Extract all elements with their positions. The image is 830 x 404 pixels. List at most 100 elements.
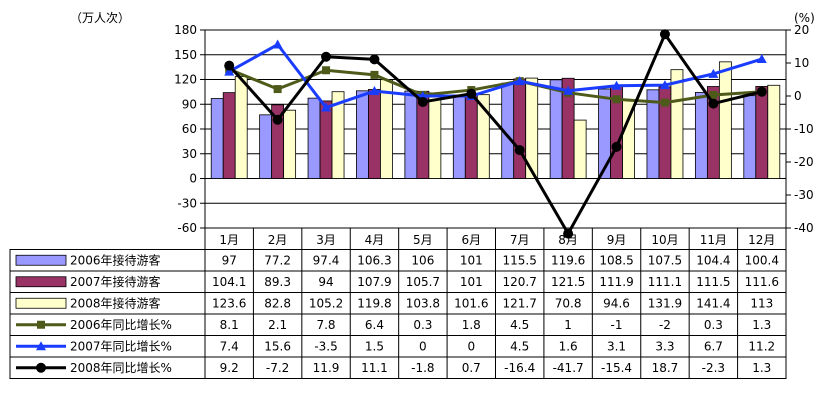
table-cell: 1.3 — [752, 318, 771, 332]
table-cell: 6.7 — [704, 339, 723, 353]
table-cell: 77.2 — [264, 253, 291, 267]
table-cell: 3.3 — [655, 339, 674, 353]
month-label: 5月 — [413, 233, 433, 247]
point-marker — [563, 85, 574, 95]
left-tick-label: 60 — [182, 122, 197, 136]
month-label: 9月 — [607, 233, 627, 247]
bar — [549, 79, 563, 179]
bar — [755, 86, 769, 179]
point-marker — [369, 86, 380, 96]
left-tick-label: -30 — [177, 196, 197, 210]
series-line — [228, 67, 762, 105]
right-tick-label: -20 — [794, 155, 814, 169]
table-cell: 119.6 — [551, 253, 585, 267]
table-cell: 15.6 — [264, 339, 291, 353]
table-cell: 101.6 — [454, 296, 488, 310]
point-marker — [273, 85, 282, 94]
table-cell: 101 — [460, 253, 483, 267]
point-marker — [466, 88, 477, 99]
point-marker — [756, 86, 767, 97]
right-tick-label: 0 — [794, 89, 802, 103]
table-cell: 141.4 — [696, 296, 730, 310]
table-cell: 4.5 — [510, 339, 529, 353]
table-cell: 7.4 — [220, 339, 239, 353]
point-marker — [370, 70, 379, 79]
left-tick-label: 0 — [189, 172, 197, 186]
table-cell: 107.5 — [648, 253, 682, 267]
table-cell: 94 — [318, 275, 333, 289]
series-name: 2006年同比增长% — [70, 318, 172, 332]
point-marker — [321, 51, 332, 62]
bar — [356, 90, 369, 179]
table-cell: 94.6 — [603, 296, 630, 310]
point-marker — [709, 91, 718, 100]
table-cell: 115.5 — [503, 253, 537, 267]
table-cell: 4.5 — [510, 318, 529, 332]
table-cell: -15.4 — [601, 361, 632, 375]
bar — [259, 114, 273, 179]
table-cell: 1 — [564, 318, 572, 332]
bar — [718, 61, 732, 179]
point-marker — [563, 228, 574, 239]
legend-swatch — [15, 254, 67, 266]
table-cell: 11.9 — [313, 361, 340, 375]
legend-marker — [37, 320, 45, 329]
legend-marker — [36, 362, 46, 373]
point-marker — [514, 145, 525, 156]
bar — [525, 77, 539, 179]
table-cell: 0 — [419, 339, 427, 353]
table-cell: 104.1 — [212, 275, 246, 289]
month-label: 10月 — [651, 233, 678, 247]
series-name: 2007年接待游客 — [70, 274, 161, 289]
left-tick-label: 150 — [174, 48, 197, 62]
right-tick-label: 20 — [794, 23, 809, 37]
point-marker — [708, 98, 719, 109]
table-cell: 0 — [467, 339, 475, 353]
point-marker — [272, 114, 283, 125]
table-cell: 111.5 — [696, 275, 730, 289]
table-cell: 6.4 — [365, 318, 384, 332]
point-marker — [417, 96, 428, 107]
bar — [743, 95, 757, 179]
table-cell: 89.3 — [264, 275, 291, 289]
left-axis-unit: （万人次） — [70, 11, 130, 25]
right-tick-label: -40 — [794, 221, 814, 235]
month-label: 1月 — [219, 233, 239, 247]
bar — [573, 119, 587, 179]
table-cell: 7.8 — [316, 318, 335, 332]
bar-series-group — [210, 61, 781, 179]
bar — [380, 79, 393, 179]
table-cell: 103.8 — [406, 296, 440, 310]
bar — [222, 92, 236, 179]
table-cell: 3.1 — [607, 339, 626, 353]
table-cell: 131.9 — [648, 296, 682, 310]
series-name: 2008年接待游客 — [70, 295, 161, 310]
line-series-group — [224, 29, 767, 239]
table-cell: 70.8 — [555, 296, 582, 310]
left-tick-label: 180 — [174, 23, 197, 37]
table-cell: -7.2 — [266, 361, 289, 375]
data-table: 1月 2月 3月 4月 5月 6月 7月 8月 9月 10月 11月 12月 2006年接待游客 97 77… — [9, 228, 787, 379]
point-marker — [224, 66, 235, 76]
point-marker — [756, 54, 767, 64]
table-cell: 105.7 — [406, 275, 440, 289]
table-cell: 111.1 — [648, 275, 682, 289]
table-cell: 11.1 — [361, 361, 388, 375]
table-cell: 1.8 — [462, 318, 481, 332]
series-name: 2008年同比增长% — [70, 361, 172, 375]
table-cell: 108.5 — [599, 253, 633, 267]
table-cell: 82.8 — [264, 296, 291, 310]
table-cell: 111.6 — [745, 275, 779, 289]
gridlines — [204, 29, 787, 229]
point-marker — [322, 66, 331, 75]
point-marker — [321, 102, 332, 112]
table-cell: 106.3 — [357, 253, 391, 267]
table-cell: 11.2 — [748, 339, 775, 353]
table-cell: -41.7 — [553, 361, 584, 375]
bar — [767, 84, 781, 179]
point-marker — [611, 80, 622, 90]
bar — [452, 94, 466, 179]
left-tick-label: -60 — [177, 221, 197, 235]
right-tick-label: -30 — [794, 188, 814, 202]
table-cell: 97 — [222, 253, 237, 267]
